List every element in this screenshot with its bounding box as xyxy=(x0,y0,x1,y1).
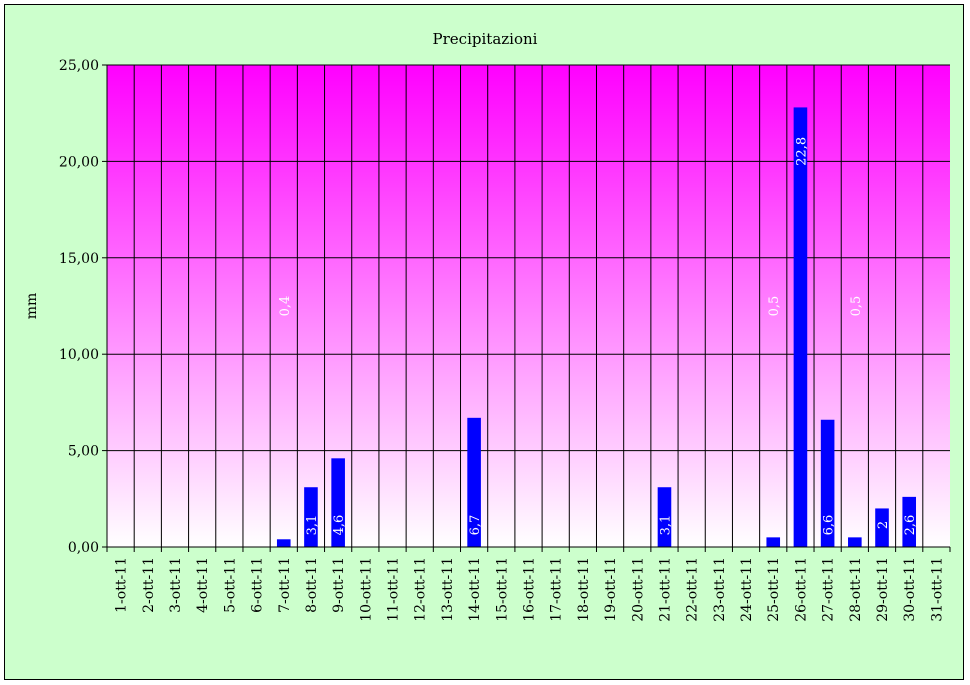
x-tick-label: 1-ott-11 xyxy=(114,557,130,613)
x-tick-label: 22-ott-11 xyxy=(685,557,701,622)
x-tick-label: 4-ott-11 xyxy=(195,557,211,613)
x-tick-label: 30-ott-11 xyxy=(902,557,918,622)
x-tick-label: 14-ott-11 xyxy=(467,557,483,622)
data-label: 3,1 xyxy=(305,515,320,536)
data-label: 0,5 xyxy=(849,296,864,317)
x-tick-label: 23-ott-11 xyxy=(712,557,728,622)
x-tick-label: 20-ott-11 xyxy=(630,557,646,622)
data-label: 6,6 xyxy=(822,515,837,536)
data-label: 0,4 xyxy=(278,296,293,317)
bar xyxy=(304,487,318,547)
x-tick-label: 24-ott-11 xyxy=(739,557,755,622)
x-tick-label: 21-ott-11 xyxy=(657,557,673,622)
bar xyxy=(902,496,917,547)
bar xyxy=(276,539,291,547)
x-tick-label: 3-ott-11 xyxy=(168,557,184,613)
x-tick-label: 18-ott-11 xyxy=(576,557,592,622)
x-tick-label: 9-ott-11 xyxy=(331,557,347,613)
bar xyxy=(331,458,345,547)
x-tick-label: 11-ott-11 xyxy=(386,557,402,622)
x-tick-label: 2-ott-11 xyxy=(141,557,157,613)
y-tick-label: 5,00 xyxy=(68,444,99,460)
x-tick-label: 17-ott-11 xyxy=(549,557,565,622)
data-label: 6,7 xyxy=(468,515,483,536)
y-tick-label: 10,00 xyxy=(59,347,99,363)
bar xyxy=(848,537,862,547)
data-label: 3,1 xyxy=(658,515,673,536)
bar xyxy=(875,508,889,547)
y-tick-label: 20,00 xyxy=(59,154,99,170)
x-tick-label: 26-ott-11 xyxy=(793,557,809,622)
bars xyxy=(276,107,917,547)
data-label: 0,5 xyxy=(767,296,782,317)
data-labels: 0,4 3,1 4,6 6,7 3,1 0,5 22,8 6,6 0,5 2 2,6 xyxy=(278,137,918,535)
y-tick-label: 0,00 xyxy=(68,540,99,556)
bar xyxy=(766,537,781,547)
x-tick-label: 12-ott-11 xyxy=(413,557,429,622)
data-label: 4,6 xyxy=(332,515,347,536)
y-tick-label: 25,00 xyxy=(59,58,99,74)
bar xyxy=(467,417,481,547)
data-label: 2 xyxy=(876,521,891,529)
x-tick-label: 15-ott-11 xyxy=(494,557,510,622)
x-tick-label: 6-ott-11 xyxy=(250,557,266,613)
x-tick-label: 7-ott-11 xyxy=(277,557,293,613)
y-axis-label: mm xyxy=(24,293,40,320)
data-label: 22,8 xyxy=(794,137,809,166)
data-label: 2,6 xyxy=(903,515,918,536)
x-tick-label: 10-ott-11 xyxy=(358,557,374,622)
x-tick-label: 25-ott-11 xyxy=(766,557,782,622)
x-tick-label: 5-ott-11 xyxy=(222,557,238,613)
x-tick-label: 28-ott-11 xyxy=(848,557,864,622)
x-tick-label: 8-ott-11 xyxy=(304,557,320,613)
x-tick-label: 13-ott-11 xyxy=(440,557,456,622)
y-tick-label: 15,00 xyxy=(59,251,99,267)
x-tick-label: 19-ott-11 xyxy=(603,557,619,622)
bar xyxy=(820,419,835,547)
axes: 0,00 5,00 10,00 15,00 20,00 25,00 1-ott-11 2-ot… xyxy=(59,58,951,622)
chart-title: Precipitazioni xyxy=(433,30,538,48)
x-tick-label: 27-ott-11 xyxy=(821,557,837,622)
gridlines xyxy=(107,64,950,548)
bar xyxy=(657,487,672,547)
x-tick-label: 31-ott-11 xyxy=(929,557,945,622)
bar xyxy=(793,107,808,547)
x-tick-label: 16-ott-11 xyxy=(522,557,538,622)
x-tick-label: 29-ott-11 xyxy=(875,557,891,622)
plot-area xyxy=(107,65,950,547)
